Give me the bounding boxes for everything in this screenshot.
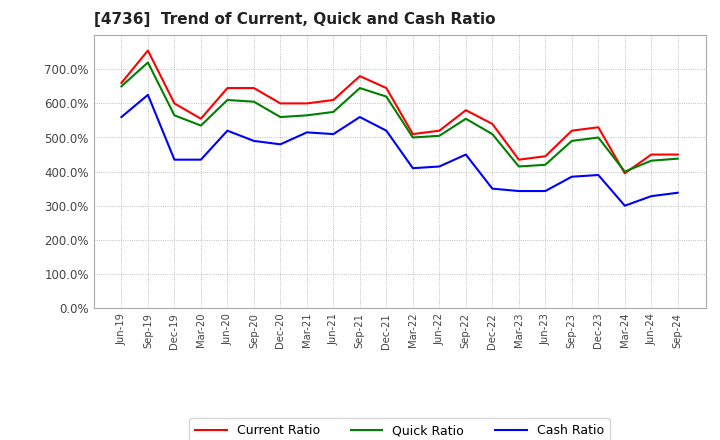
Quick Ratio [329, 109, 338, 114]
Cash Ratio [594, 172, 603, 178]
Current Ratio [647, 152, 656, 157]
Quick Ratio [302, 113, 311, 118]
Current Ratio [515, 157, 523, 162]
Current Ratio [408, 132, 417, 137]
Current Ratio [673, 152, 682, 157]
Line: Cash Ratio: Cash Ratio [122, 95, 678, 206]
Current Ratio [276, 101, 284, 106]
Current Ratio [594, 125, 603, 130]
Current Ratio [356, 73, 364, 79]
Cash Ratio [621, 203, 629, 209]
Cash Ratio [223, 128, 232, 133]
Current Ratio [302, 101, 311, 106]
Cash Ratio [567, 174, 576, 180]
Quick Ratio [117, 84, 126, 89]
Quick Ratio [356, 85, 364, 91]
Cash Ratio [382, 128, 391, 133]
Cash Ratio [250, 138, 258, 143]
Cash Ratio [647, 194, 656, 199]
Quick Ratio [276, 114, 284, 120]
Cash Ratio [170, 157, 179, 162]
Cash Ratio [673, 190, 682, 195]
Quick Ratio [462, 116, 470, 121]
Quick Ratio [143, 60, 152, 65]
Current Ratio [117, 80, 126, 85]
Quick Ratio [408, 135, 417, 140]
Cash Ratio [197, 157, 205, 162]
Legend: Current Ratio, Quick Ratio, Cash Ratio: Current Ratio, Quick Ratio, Cash Ratio [189, 418, 610, 440]
Current Ratio [143, 48, 152, 53]
Quick Ratio [647, 158, 656, 163]
Current Ratio [170, 101, 179, 106]
Quick Ratio [250, 99, 258, 104]
Current Ratio [435, 128, 444, 133]
Quick Ratio [594, 135, 603, 140]
Current Ratio [250, 85, 258, 91]
Line: Current Ratio: Current Ratio [122, 51, 678, 173]
Cash Ratio [462, 152, 470, 157]
Quick Ratio [673, 156, 682, 161]
Cash Ratio [488, 186, 497, 191]
Current Ratio [329, 97, 338, 103]
Current Ratio [382, 85, 391, 91]
Text: [4736]  Trend of Current, Quick and Cash Ratio: [4736] Trend of Current, Quick and Cash … [94, 12, 495, 27]
Cash Ratio [515, 188, 523, 194]
Quick Ratio [382, 94, 391, 99]
Quick Ratio [567, 138, 576, 143]
Cash Ratio [435, 164, 444, 169]
Cash Ratio [117, 114, 126, 120]
Current Ratio [567, 128, 576, 133]
Quick Ratio [435, 133, 444, 139]
Cash Ratio [302, 130, 311, 135]
Quick Ratio [488, 132, 497, 137]
Current Ratio [488, 121, 497, 127]
Line: Quick Ratio: Quick Ratio [122, 62, 678, 172]
Quick Ratio [621, 169, 629, 174]
Cash Ratio [408, 165, 417, 171]
Cash Ratio [143, 92, 152, 98]
Quick Ratio [515, 164, 523, 169]
Current Ratio [621, 171, 629, 176]
Cash Ratio [356, 114, 364, 120]
Quick Ratio [197, 123, 205, 128]
Current Ratio [462, 107, 470, 113]
Cash Ratio [276, 142, 284, 147]
Current Ratio [197, 116, 205, 121]
Quick Ratio [541, 162, 549, 167]
Quick Ratio [223, 97, 232, 103]
Current Ratio [541, 154, 549, 159]
Cash Ratio [541, 188, 549, 194]
Quick Ratio [170, 113, 179, 118]
Current Ratio [223, 85, 232, 91]
Cash Ratio [329, 132, 338, 137]
